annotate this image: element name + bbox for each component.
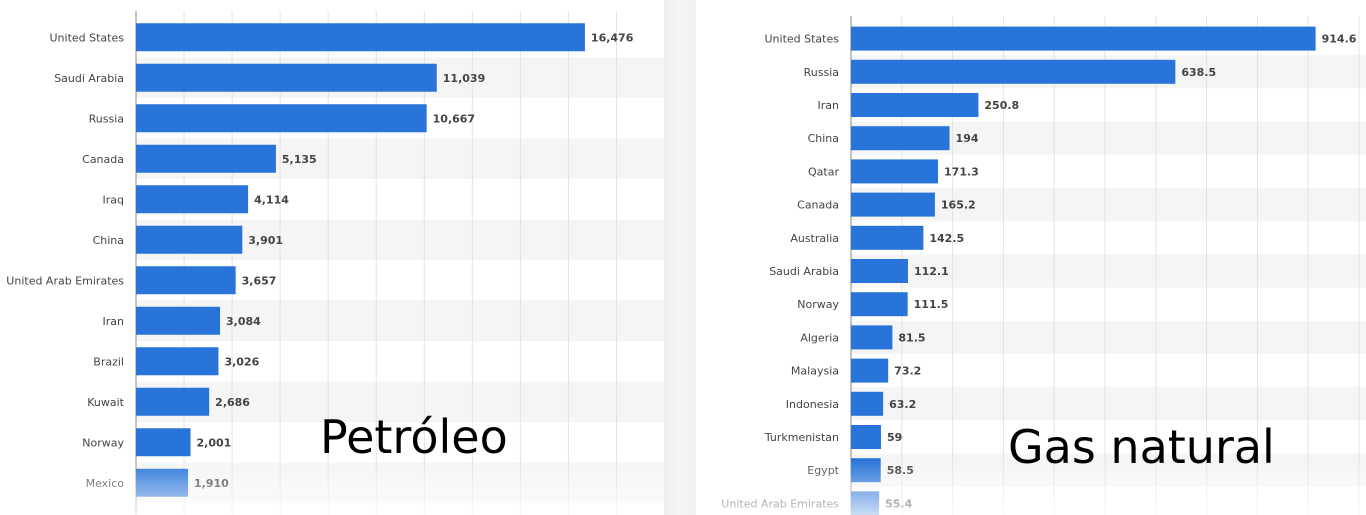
oil-category-label: United States — [50, 31, 125, 44]
gas-bar — [851, 126, 950, 151]
oil-value-label: 1,910 — [194, 477, 229, 490]
gas-chart-panel: United States 914.6 Russia 638.5 Iran 250.8 Ch… — [696, 0, 1366, 515]
oil-bar — [136, 306, 221, 335]
gas-category-label: Saudi Arabia — [769, 265, 839, 278]
gas-bar — [851, 259, 908, 283]
gas-row-stripe — [851, 254, 1366, 288]
oil-value-label: 5,135 — [282, 153, 317, 166]
oil-bar — [136, 225, 243, 254]
oil-chart-panel: United States 16,476 Saudi Arabia 11,039 Rus… — [0, 0, 664, 515]
gas-value-label: 165.2 — [941, 199, 976, 212]
gas-bar — [851, 325, 893, 350]
gas-value-label: 59 — [887, 431, 902, 444]
gas-category-label: Qatar — [808, 165, 839, 178]
gas-value-label: 638.5 — [1181, 66, 1216, 79]
gas-value-label: 112.1 — [914, 265, 949, 278]
oil-bar — [136, 347, 219, 376]
gas-category-label: Russia — [804, 66, 839, 79]
gas-overlay-label: Gas natural — [1008, 420, 1275, 474]
oil-bar — [136, 144, 276, 173]
gas-bar — [851, 391, 884, 416]
gas-value-label: 194 — [956, 132, 979, 145]
oil-bar — [136, 63, 437, 92]
oil-production-chart: United States 16,476 Saudi Arabia 11,039 Rus… — [6, 11, 664, 515]
oil-bar — [136, 23, 585, 52]
gas-bar — [851, 159, 939, 184]
gas-value-label: 111.5 — [914, 298, 949, 311]
gas-bar — [851, 225, 924, 250]
oil-bar — [136, 104, 427, 133]
oil-value-label: 4,114 — [254, 193, 289, 206]
gas-row-stripe — [851, 387, 1366, 421]
gas-bar — [851, 491, 880, 515]
oil-category-label: Brazil — [93, 355, 124, 368]
oil-category-label: Iraq — [103, 193, 125, 206]
oil-value-label: 2,001 — [197, 436, 232, 449]
oil-bar — [136, 387, 210, 416]
gas-row-stripe — [851, 320, 1366, 354]
gas-category-label: United States — [765, 33, 840, 46]
oil-value-label: 3,084 — [226, 315, 261, 328]
gas-bar — [851, 458, 881, 483]
gas-category-label: Norway — [797, 298, 839, 311]
gas-category-label: Indonesia — [786, 398, 839, 411]
gas-bar — [851, 59, 1176, 84]
oil-value-label: 16,476 — [591, 31, 634, 44]
gas-category-label: Iran — [818, 99, 840, 112]
oil-value-label: 3,901 — [248, 234, 283, 247]
oil-category-label: Norway — [82, 436, 124, 449]
gas-category-label: Australia — [790, 232, 839, 245]
gas-bar — [851, 358, 889, 383]
oil-category-label: Canada — [82, 153, 124, 166]
gas-bar — [851, 93, 979, 117]
oil-value-label: 3,026 — [224, 355, 259, 368]
gas-value-label: 55.4 — [885, 497, 912, 510]
gas-category-label: China — [808, 132, 839, 145]
gas-value-label: 171.3 — [944, 165, 979, 178]
oil-row-stripe — [136, 381, 664, 422]
panel-divider — [664, 0, 696, 515]
oil-category-label: China — [93, 234, 124, 247]
gas-value-label: 73.2 — [894, 365, 921, 378]
oil-value-label: 11,039 — [443, 72, 485, 85]
oil-value-label: 2,686 — [215, 396, 250, 409]
gas-category-label: Canada — [797, 199, 839, 212]
gas-category-label: Algeria — [800, 331, 839, 344]
gas-value-label: 142.5 — [929, 232, 964, 245]
oil-category-label: Saudi Arabia — [54, 72, 124, 85]
oil-overlay-label: Petróleo — [320, 410, 508, 464]
gas-value-label: 63.2 — [889, 398, 916, 411]
oil-bar — [136, 468, 189, 497]
gas-value-label: 914.6 — [1322, 33, 1357, 46]
gas-value-label: 250.8 — [984, 99, 1019, 112]
gas-bar — [851, 425, 881, 449]
oil-category-label: Kuwait — [87, 396, 124, 409]
gas-bar — [851, 292, 908, 317]
oil-value-label: 10,667 — [433, 112, 475, 125]
gas-category-label: Malaysia — [791, 365, 839, 378]
oil-category-label: United Arab Emirates — [6, 274, 124, 287]
gas-bar — [851, 26, 1316, 51]
gas-value-label: 58.5 — [887, 464, 914, 477]
oil-category-label: Iran — [103, 315, 125, 328]
gas-row-stripe — [851, 188, 1366, 222]
oil-row-stripe — [136, 300, 664, 341]
oil-bar — [136, 428, 191, 457]
oil-value-label: 3,657 — [242, 274, 277, 287]
oil-category-label: Russia — [89, 112, 124, 125]
gas-category-label: United Arab Emirates — [721, 497, 839, 510]
oil-category-label: Mexico — [86, 477, 125, 490]
gas-value-label: 81.5 — [898, 331, 925, 344]
oil-bar — [136, 185, 249, 214]
gas-category-label: Turkmenistan — [764, 431, 839, 444]
oil-bar — [136, 266, 236, 295]
gas-bar — [851, 192, 935, 217]
gas-category-label: Egypt — [807, 464, 839, 477]
